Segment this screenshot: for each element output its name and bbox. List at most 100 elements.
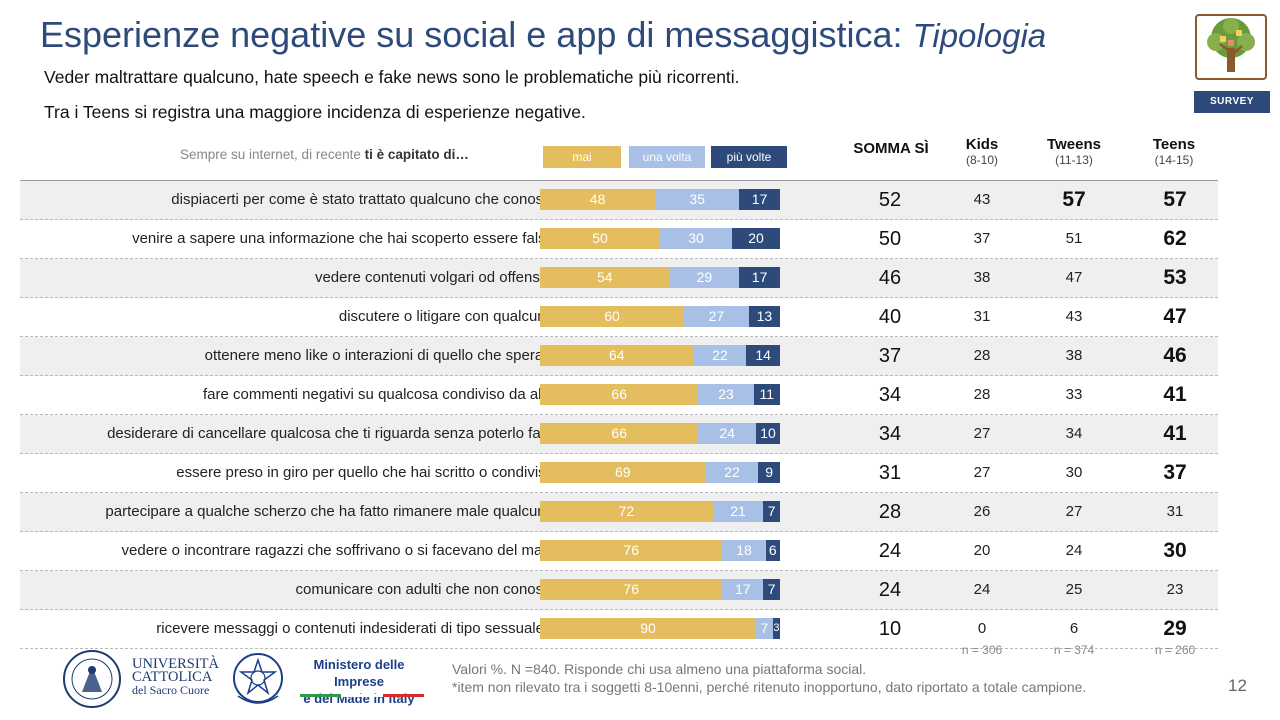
bar-segment-una: 22 [693, 345, 747, 366]
category-label: partecipare a qualche scherzo che ha fat… [105, 503, 554, 520]
tree-logo-icon [1195, 14, 1267, 80]
bar-segment-mai: 54 [540, 267, 670, 288]
value-tweens: 24 [1065, 542, 1083, 559]
column-tweens-age: (11-13) [1055, 153, 1093, 167]
value-tweens: 34 [1065, 425, 1083, 442]
university-line2: CATTOLICA [132, 669, 213, 685]
value-teens: 57 [1163, 188, 1187, 211]
category-label: fare commenti negativi su qualcosa condi… [202, 386, 554, 403]
table-row: ottenere meno like o interazioni di quel… [20, 337, 1218, 376]
stacked-bar: 72 21 7 [540, 501, 780, 522]
bar-segment-una: 23 [698, 384, 754, 405]
table-row: ricevere messaggi o contenuti indesidera… [20, 610, 1218, 649]
university-seal-icon [63, 650, 121, 708]
stacked-bar: 66 23 11 [540, 384, 780, 405]
question-bold: ti è capitato di… [364, 147, 469, 162]
value-somma: 50 [878, 228, 902, 250]
value-somma: 34 [878, 384, 902, 406]
stacked-bar: 69 22 9 [540, 462, 780, 483]
value-teens: 31 [1166, 503, 1184, 520]
value-kids: 26 [973, 503, 991, 520]
value-tweens: 27 [1065, 503, 1083, 520]
value-tweens: 30 [1065, 464, 1083, 481]
table-row: comunicare con adulti che non conosci 76 1… [20, 571, 1218, 610]
category-label: venire a sapere una informazione che hai… [132, 230, 554, 247]
sample-teens: n = 260 [1154, 643, 1196, 657]
bar-segment-una: 30 [660, 228, 732, 249]
bar-segment-mai: 64 [540, 345, 694, 366]
category-label: comunicare con adulti che non conosci [295, 581, 555, 598]
bar-segment-piu: 6 [765, 540, 780, 561]
bar-segment-mai: 48 [540, 189, 656, 210]
stacked-bar: 54 29 17 [540, 267, 780, 288]
bar-segment-piu: 13 [748, 306, 780, 327]
column-teens: Teens (14-15) [1134, 137, 1214, 168]
column-tweens: Tweens (11-13) [1034, 137, 1114, 168]
column-teens-label: Teens [1152, 136, 1196, 153]
value-somma: 31 [878, 462, 902, 484]
subtitle-1: Veder maltrattare qualcuno, hate speech … [44, 67, 740, 87]
category-label: discutere o litigare con qualcuno [338, 308, 554, 325]
table-row: venire a sapere una informazione che hai… [20, 220, 1218, 259]
bar-segment-piu: 17 [739, 267, 780, 288]
bar-segment-mai: 66 [540, 423, 699, 444]
ministry-name: Ministero delle Imprese e del Made in It… [296, 656, 422, 707]
value-tweens: 25 [1065, 581, 1083, 598]
bar-segment-mai: 60 [540, 306, 684, 327]
bar-segment-piu: 3 [772, 618, 780, 639]
ministry-line1: Ministero delle Imprese [313, 657, 405, 689]
bar-segment-piu: 11 [753, 384, 780, 405]
bar-segment-una: 18 [722, 540, 766, 561]
legend-piu-volte: più volte [711, 146, 787, 168]
bar-segment-una: 22 [705, 462, 759, 483]
legend-mai: mai [543, 146, 621, 168]
value-kids: 0 [977, 620, 987, 637]
table-row: essere preso in giro per quello che hai … [20, 454, 1218, 493]
bar-segment-piu: 14 [746, 345, 780, 366]
republic-emblem-icon [233, 653, 283, 704]
value-kids: 27 [973, 464, 991, 481]
value-kids: 28 [973, 386, 991, 403]
value-kids: 20 [973, 542, 991, 559]
bar-segment-una: 17 [722, 579, 764, 600]
value-somma: 24 [878, 579, 902, 601]
category-label: essere preso in giro per quello che hai … [176, 464, 554, 481]
question-prefix: Sempre su internet, di recente [180, 147, 365, 162]
page-number: 12 [1228, 676, 1247, 695]
bar-segment-piu: 7 [763, 579, 780, 600]
bar-segment-piu: 7 [763, 501, 780, 522]
table-row: dispiacerti per come è stato trattato qu… [20, 181, 1218, 220]
value-tweens: 6 [1069, 620, 1079, 637]
bar-segment-piu: 20 [732, 228, 780, 249]
stacked-bar: 60 27 13 [540, 306, 780, 327]
value-teens: 30 [1163, 539, 1187, 562]
bar-segment-una: 29 [669, 267, 740, 288]
value-somma: 46 [878, 267, 902, 289]
value-teens: 53 [1163, 266, 1187, 289]
sample-tweens: n = 374 [1053, 643, 1095, 657]
question-label: Sempre su internet, di recente ti è capi… [180, 147, 469, 162]
value-kids: 38 [973, 269, 991, 286]
column-kids-label: Kids [965, 136, 999, 153]
category-label: ottenere meno like o interazioni di quel… [204, 347, 554, 364]
value-kids: 43 [973, 191, 991, 208]
survey-badge: SURVEY [1194, 91, 1270, 113]
bar-segment-una: 21 [712, 501, 764, 522]
value-somma: 24 [878, 540, 902, 562]
value-teens: 23 [1166, 581, 1184, 598]
value-kids: 31 [973, 308, 991, 325]
stacked-bar: 90 7 3 [540, 618, 780, 639]
column-kids: Kids (8-10) [942, 137, 1022, 168]
stacked-bar: 50 30 20 [540, 228, 780, 249]
column-kids-age: (8-10) [965, 153, 998, 167]
value-teens: 47 [1163, 305, 1187, 328]
value-teens: 41 [1163, 422, 1187, 445]
bar-segment-una: 35 [655, 189, 740, 210]
column-somma-si: SOMMA SÌ [853, 140, 929, 157]
stacked-bar: 48 35 17 [540, 189, 780, 210]
value-somma: 40 [878, 306, 902, 328]
title-main: Esperienze negative su social e app di m… [40, 14, 913, 55]
ministry-line2: e del Made in Italy [303, 691, 415, 706]
footnote-1: Valori %. N =840. Risponde chi usa almen… [452, 661, 867, 677]
value-teens: 37 [1163, 461, 1187, 484]
